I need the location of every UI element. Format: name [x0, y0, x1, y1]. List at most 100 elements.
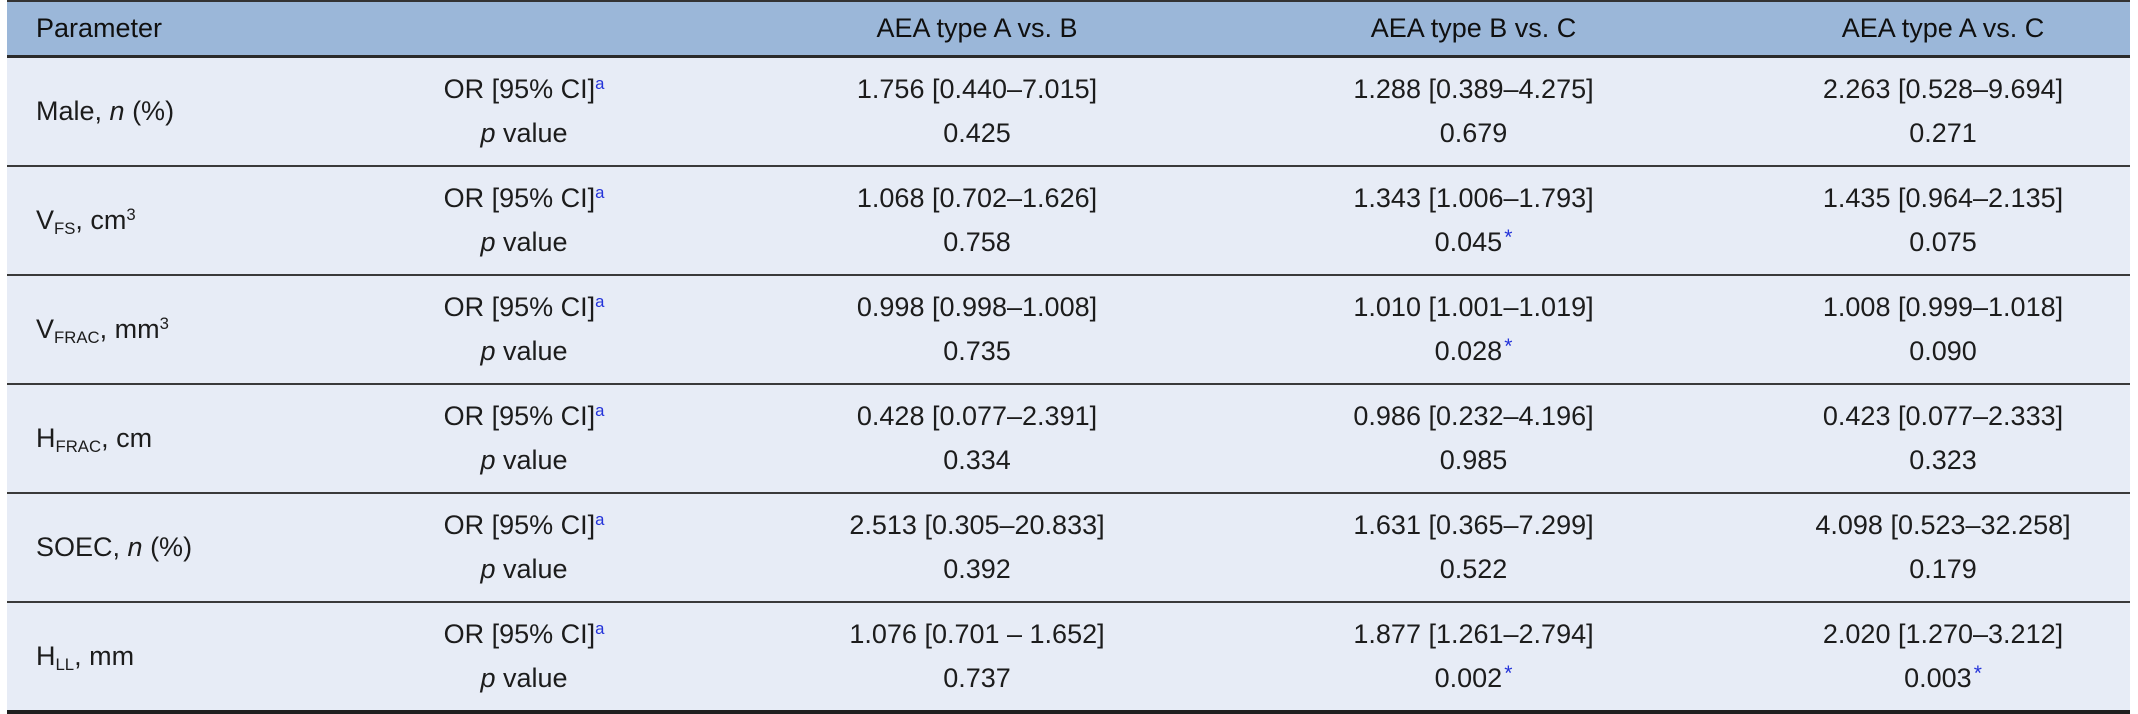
p-value-label: p value: [480, 445, 568, 475]
parameter-label: VFRAC, mm3: [7, 275, 285, 385]
stat-label-cell: OR [95% CI]a p value: [285, 166, 763, 276]
comparison-value-cell: 2.020 [1.270–3.212] 0.003*: [1756, 602, 2130, 712]
or-ci-value: 1.008 [0.999–1.018]: [1822, 292, 2064, 322]
table-row: HLL, mm OR [95% CI]a p value 1.076 [0.701 –…: [7, 602, 2130, 712]
footnote-marker-a: a: [595, 509, 605, 529]
or-ci-label: OR [95% CI]a: [443, 618, 605, 649]
comparison-value-cell: 1.756 [0.440–7.015] 0.425: [763, 56, 1191, 167]
or-ci-value: 1.756 [0.440–7.015]: [856, 74, 1098, 104]
or-ci-value: 1.076 [0.701 – 1.652]: [849, 619, 1105, 649]
significance-asterisk: *: [1504, 225, 1513, 249]
p-value: 0.179: [1909, 554, 1977, 584]
or-ci-value: 1.068 [0.702–1.626]: [856, 183, 1098, 213]
footnote-marker-a: a: [595, 618, 605, 638]
table-row: SOEC, n (%) OR [95% CI]a p value 2.513 [0.3…: [7, 493, 2130, 603]
p-value: 0.090: [1909, 336, 1977, 366]
column-header-aea-a-vs-b: AEA type A vs. B: [763, 1, 1191, 58]
stat-label-cell: OR [95% CI]a p value: [285, 493, 763, 603]
footnote-marker-a: a: [595, 400, 605, 420]
or-ci-value: 1.435 [0.964–2.135]: [1822, 183, 2064, 213]
comparison-value-cell: 1.343 [1.006–1.793] 0.045*: [1191, 166, 1756, 276]
p-value-label: p value: [480, 118, 568, 148]
comparison-value-cell: 1.435 [0.964–2.135] 0.075: [1756, 166, 2130, 276]
p-value: 0.028*: [1434, 334, 1513, 366]
table-row: Male, n (%) OR [95% CI]a p value 1.756 [0.4…: [7, 56, 2130, 167]
p-value: 0.334: [943, 445, 1011, 475]
comparison-value-cell: 0.423 [0.077–2.333] 0.323: [1756, 384, 2130, 494]
table-row: VFS, cm3 OR [95% CI]a p value 1.068 [0.702–…: [7, 166, 2130, 276]
parameter-label: VFS, cm3: [7, 166, 285, 276]
table-row: VFRAC, mm3 OR [95% CI]a p value 0.998 [0.99…: [7, 275, 2130, 385]
comparison-value-cell: 4.098 [0.523–32.258] 0.179: [1756, 493, 2130, 603]
p-value: 0.075: [1909, 227, 1977, 257]
or-ci-value: 1.631 [0.365–7.299]: [1353, 510, 1594, 540]
p-value: 0.737: [943, 663, 1011, 693]
table-body: Male, n (%) OR [95% CI]a p value 1.756 [0.4…: [7, 56, 2130, 712]
stat-label-cell: OR [95% CI]a p value: [285, 56, 763, 167]
stat-label-cell: OR [95% CI]a p value: [285, 602, 763, 712]
p-value: 0.271: [1909, 118, 1977, 148]
comparison-value-cell: 1.288 [0.389–4.275] 0.679: [1191, 56, 1756, 167]
table-header: Parameter AEA type A vs. B AEA type B vs…: [7, 1, 2130, 58]
p-value: 0.522: [1439, 554, 1508, 584]
column-header-aea-a-vs-c: AEA type A vs. C: [1756, 1, 2130, 58]
p-value: 0.002*: [1434, 661, 1513, 693]
parameter-label: HLL, mm: [7, 602, 285, 712]
comparison-value-cell: 1.068 [0.702–1.626] 0.758: [763, 166, 1191, 276]
statistics-table: Parameter AEA type A vs. B AEA type B vs…: [7, 0, 2130, 714]
significance-asterisk: *: [1973, 661, 1982, 685]
or-ci-value: 1.343 [1.006–1.793]: [1353, 183, 1594, 213]
comparison-value-cell: 1.631 [0.365–7.299] 0.522: [1191, 493, 1756, 603]
or-ci-value: 2.020 [1.270–3.212]: [1822, 619, 2064, 649]
significance-asterisk: *: [1504, 661, 1513, 685]
parameter-label: Male, n (%): [7, 56, 285, 167]
footnote-marker-a: a: [595, 291, 605, 311]
comparison-value-cell: 2.513 [0.305–20.833] 0.392: [763, 493, 1191, 603]
p-value: 0.758: [943, 227, 1011, 257]
p-value: 0.425: [943, 118, 1011, 148]
or-ci-label: OR [95% CI]a: [443, 182, 605, 213]
p-value: 0.003*: [1904, 661, 1982, 693]
or-ci-value: 0.998 [0.998–1.008]: [856, 292, 1098, 322]
or-ci-value: 2.263 [0.528–9.694]: [1822, 74, 2064, 104]
p-value-label: p value: [480, 554, 568, 584]
column-header-stat: [285, 1, 763, 58]
footnote-marker-a: a: [595, 73, 605, 93]
p-value: 0.392: [943, 554, 1011, 584]
comparison-value-cell: 0.998 [0.998–1.008] 0.735: [763, 275, 1191, 385]
comparison-value-cell: 1.877 [1.261–2.794] 0.002*: [1191, 602, 1756, 712]
p-value: 0.679: [1439, 118, 1508, 148]
p-value-label: p value: [480, 227, 568, 257]
significance-asterisk: *: [1504, 334, 1513, 358]
column-header-aea-b-vs-c: AEA type B vs. C: [1191, 1, 1756, 58]
column-header-parameter: Parameter: [7, 1, 285, 58]
p-value: 0.045*: [1434, 225, 1513, 257]
p-value: 0.985: [1439, 445, 1508, 475]
stat-label-cell: OR [95% CI]a p value: [285, 384, 763, 494]
header-row: Parameter AEA type A vs. B AEA type B vs…: [7, 1, 2130, 58]
or-ci-value: 0.428 [0.077–2.391]: [856, 401, 1098, 431]
or-ci-value: 1.288 [0.389–4.275]: [1353, 74, 1594, 104]
or-ci-value: 0.423 [0.077–2.333]: [1822, 401, 2064, 431]
comparison-value-cell: 1.010 [1.001–1.019] 0.028*: [1191, 275, 1756, 385]
p-value-label: p value: [480, 336, 568, 366]
or-ci-value: 0.986 [0.232–4.196]: [1353, 401, 1594, 431]
comparison-value-cell: 0.428 [0.077–2.391] 0.334: [763, 384, 1191, 494]
or-ci-value: 1.877 [1.261–2.794]: [1353, 619, 1594, 649]
p-value-label: p value: [480, 663, 568, 693]
or-ci-label: OR [95% CI]a: [443, 291, 605, 322]
parameter-label: HFRAC, cm: [7, 384, 285, 494]
parameter-label: SOEC, n (%): [7, 493, 285, 603]
p-value: 0.735: [943, 336, 1011, 366]
stat-label-cell: OR [95% CI]a p value: [285, 275, 763, 385]
or-ci-value: 1.010 [1.001–1.019]: [1353, 292, 1594, 322]
or-ci-label: OR [95% CI]a: [443, 509, 605, 540]
comparison-value-cell: 2.263 [0.528–9.694] 0.271: [1756, 56, 2130, 167]
or-ci-value: 2.513 [0.305–20.833]: [849, 510, 1105, 540]
p-value: 0.323: [1909, 445, 1977, 475]
comparison-value-cell: 1.008 [0.999–1.018] 0.090: [1756, 275, 2130, 385]
or-ci-value: 4.098 [0.523–32.258]: [1815, 510, 2071, 540]
comparison-value-cell: 1.076 [0.701 – 1.652] 0.737: [763, 602, 1191, 712]
comparison-value-cell: 0.986 [0.232–4.196] 0.985: [1191, 384, 1756, 494]
table-row: HFRAC, cm OR [95% CI]a p value 0.428 [0.077…: [7, 384, 2130, 494]
